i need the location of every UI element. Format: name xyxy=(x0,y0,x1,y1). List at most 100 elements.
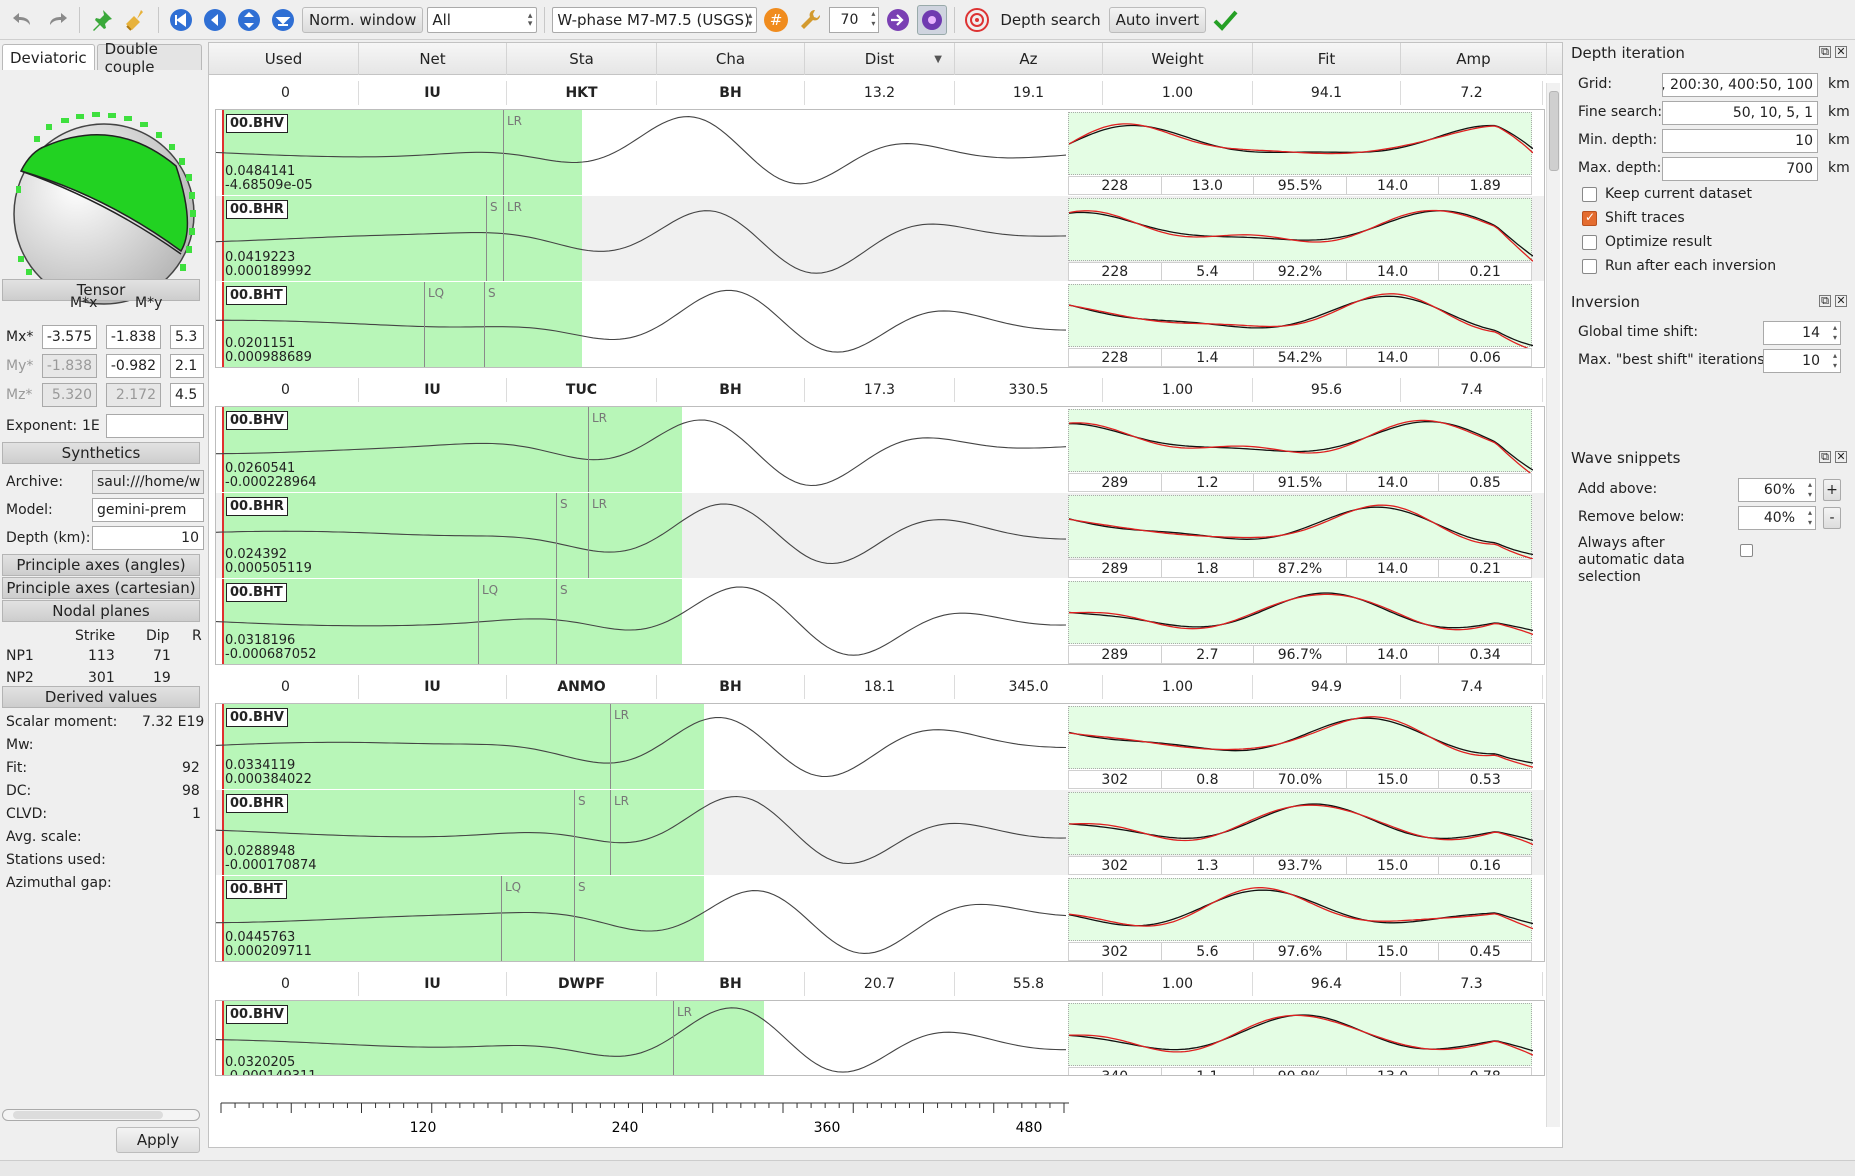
myz-input[interactable]: 2.1 xyxy=(170,354,204,378)
tab-double-couple[interactable]: Double couple xyxy=(96,40,202,76)
keep-dataset-checkbox[interactable] xyxy=(1582,187,1597,202)
trace-row[interactable]: LR 00.BHV 0.0484141 -4.68509e-05 228 13.0 95.5… xyxy=(216,110,1544,195)
tensor-section-header[interactable]: Tensor xyxy=(2,279,200,301)
filter-select[interactable]: All ▴ ▾ xyxy=(427,6,538,33)
apply-button[interactable]: Apply xyxy=(116,1127,200,1153)
add-above-spinbox[interactable]: 60% xyxy=(1738,478,1816,502)
phase-pick-line[interactable] xyxy=(588,407,589,492)
close-icon[interactable]: ✕ xyxy=(1835,450,1847,463)
phase-pick-line[interactable] xyxy=(574,876,575,961)
phase-pick-line[interactable] xyxy=(556,493,557,578)
station-summary-row[interactable]: 0 IU HKT BH 13.2 19.1 1.00 94.1 7.2 xyxy=(213,81,1543,107)
step-spinbox[interactable]: 70 xyxy=(829,6,880,33)
synthetics-section-header[interactable]: Synthetics xyxy=(2,442,200,464)
trace-row[interactable]: S LR 00.BHR 0.024392 0.000505119 289 1.8 87.2% 1… xyxy=(216,493,1544,578)
phase-pick-line[interactable] xyxy=(478,579,479,664)
phase-pick-line[interactable] xyxy=(424,282,425,367)
horizontal-scrollbar[interactable] xyxy=(2,1109,200,1121)
auto-invert-button[interactable]: Auto invert xyxy=(1108,6,1207,33)
phase-pick-line[interactable] xyxy=(673,1001,674,1075)
profile-select[interactable]: W-phase M7-M7.5 (USGS) ▴ ▾ xyxy=(552,6,758,33)
phase-pick-line[interactable] xyxy=(486,196,487,281)
column-weight[interactable]: Weight xyxy=(1103,43,1253,75)
model-field[interactable]: gemini-prem xyxy=(92,498,204,522)
add-plus-button[interactable]: + xyxy=(1823,479,1841,501)
trace-row[interactable]: S LR 00.BHR 0.0288948 -0.000170874 302 1.3 93.7… xyxy=(216,790,1544,875)
phase-pick-line[interactable] xyxy=(588,493,589,578)
station-summary-row[interactable]: 0 IU TUC BH 17.3 330.5 1.00 95.6 7.4 xyxy=(213,378,1543,404)
grid-input[interactable]: 20, 200:30, 400:50, 100 xyxy=(1662,73,1818,97)
phase-pick-line[interactable] xyxy=(503,196,504,281)
next-icon[interactable] xyxy=(234,5,264,35)
norm-window-button[interactable]: Norm. window xyxy=(302,6,424,33)
depth-field[interactable]: 10 xyxy=(92,526,204,550)
trace-row[interactable]: S LR 00.BHR 0.0419223 0.000189992 228 5.4 92.2%… xyxy=(216,196,1544,281)
trace-row[interactable]: LR 00.BHV 0.0334119 0.000384022 302 0.8 70.0% 1… xyxy=(216,704,1544,789)
purple-record-icon[interactable] xyxy=(917,4,948,35)
principal-axes-cartesian-header[interactable]: Principle axes (cartesian) xyxy=(2,577,200,599)
mxx-input[interactable]: -3.575 xyxy=(42,325,97,349)
redo-icon[interactable] xyxy=(42,5,72,35)
phase-pick-line[interactable] xyxy=(574,790,575,875)
myy-input[interactable]: -0.982 xyxy=(106,354,161,378)
phase-pick-line[interactable] xyxy=(501,876,502,961)
always-after-checkbox[interactable] xyxy=(1740,544,1753,557)
undo-icon[interactable] xyxy=(8,5,38,35)
mxy-input[interactable]: -1.838 xyxy=(106,325,161,349)
max-best-shift-spinbox[interactable]: 10 xyxy=(1763,349,1841,373)
trace-row[interactable]: LQ S 00.BHT 0.0445763 0.000209711 302 5.6 97.6%… xyxy=(216,876,1544,961)
column-fit[interactable]: Fit xyxy=(1253,43,1401,75)
archive-field[interactable]: saul:///home/w xyxy=(92,470,204,494)
max-depth-input[interactable]: 700 xyxy=(1662,157,1818,181)
fine-search-input[interactable]: 50, 10, 5, 1 xyxy=(1662,101,1818,125)
close-icon[interactable]: ✕ xyxy=(1835,294,1847,307)
optimize-result-checkbox[interactable] xyxy=(1582,235,1597,250)
derived-values-header[interactable]: Derived values xyxy=(2,686,200,708)
station-summary-row[interactable]: 0 IU ANMO BH 18.1 345.0 1.00 94.9 7.4 xyxy=(213,675,1543,701)
float-icon[interactable]: ⧉ xyxy=(1819,451,1831,463)
trace-row[interactable]: LQ S 00.BHT 0.0318196 -0.000687052 289 2.7 96.7… xyxy=(216,579,1544,664)
depth-search-button[interactable]: Depth search xyxy=(1000,10,1101,29)
tab-deviatoric[interactable]: Deviatoric xyxy=(2,44,95,70)
column-sta[interactable]: Sta xyxy=(507,43,657,75)
scrollbar-thumb[interactable] xyxy=(1549,91,1559,171)
float-icon[interactable]: ⧉ xyxy=(1819,295,1831,307)
scrollbar-thumb[interactable] xyxy=(13,1111,163,1119)
column-used[interactable]: Used xyxy=(209,43,359,75)
nodal-planes-header[interactable]: Nodal planes xyxy=(2,600,200,622)
column-net[interactable]: Net xyxy=(359,43,507,75)
phase-pick-line[interactable] xyxy=(610,704,611,789)
float-icon[interactable]: ⧉ xyxy=(1819,46,1831,58)
mxz-input[interactable]: 5.3 xyxy=(170,325,204,349)
shift-traces-checkbox[interactable] xyxy=(1582,210,1597,226)
phase-pick-line[interactable] xyxy=(503,110,504,195)
exponent-input[interactable] xyxy=(106,414,204,438)
previous-icon[interactable] xyxy=(200,5,230,35)
phase-pick-line[interactable] xyxy=(484,282,485,367)
principal-axes-angles-header[interactable]: Principle axes (angles) xyxy=(2,554,200,576)
checkmark-icon[interactable] xyxy=(1210,5,1240,35)
column-az[interactable]: Az xyxy=(955,43,1103,75)
global-time-shift-spinbox[interactable]: 14 xyxy=(1763,321,1841,345)
mzz-input[interactable]: 4.5 xyxy=(170,383,204,407)
column-dist[interactable]: Dist ▼ xyxy=(805,43,955,75)
column-amp[interactable]: Amp xyxy=(1401,43,1547,75)
purple-arrow-icon[interactable] xyxy=(883,5,913,35)
run-after-inversion-checkbox[interactable] xyxy=(1582,259,1597,274)
phase-pick-line[interactable] xyxy=(556,579,557,664)
pin-icon[interactable] xyxy=(87,5,117,35)
station-summary-row[interactable]: 0 IU DWPF BH 20.7 55.8 1.00 96.4 7.3 xyxy=(213,972,1543,998)
target-icon[interactable] xyxy=(962,5,992,35)
min-depth-input[interactable]: 10 xyxy=(1662,129,1818,153)
wrench-icon[interactable] xyxy=(795,5,825,35)
remove-minus-button[interactable]: - xyxy=(1823,507,1841,529)
last-icon[interactable] xyxy=(268,5,298,35)
remove-below-spinbox[interactable]: 40% xyxy=(1738,506,1816,530)
first-icon[interactable] xyxy=(166,5,196,35)
hash-grid-icon[interactable]: # xyxy=(761,5,791,35)
trace-row[interactable]: LR 00.BHV 0.0260541 -0.000228964 289 1.2 91.5%… xyxy=(216,407,1544,492)
vertical-scrollbar[interactable] xyxy=(1546,83,1560,1127)
trace-row[interactable]: LR 00.BHV 0.0320205-0.000149311 3401.190.8%… xyxy=(216,1001,1544,1075)
trace-row[interactable]: LQ S 00.BHT 0.0201151 0.000988689 228 1.4 54.2%… xyxy=(216,282,1544,367)
broom-icon[interactable] xyxy=(121,5,151,35)
